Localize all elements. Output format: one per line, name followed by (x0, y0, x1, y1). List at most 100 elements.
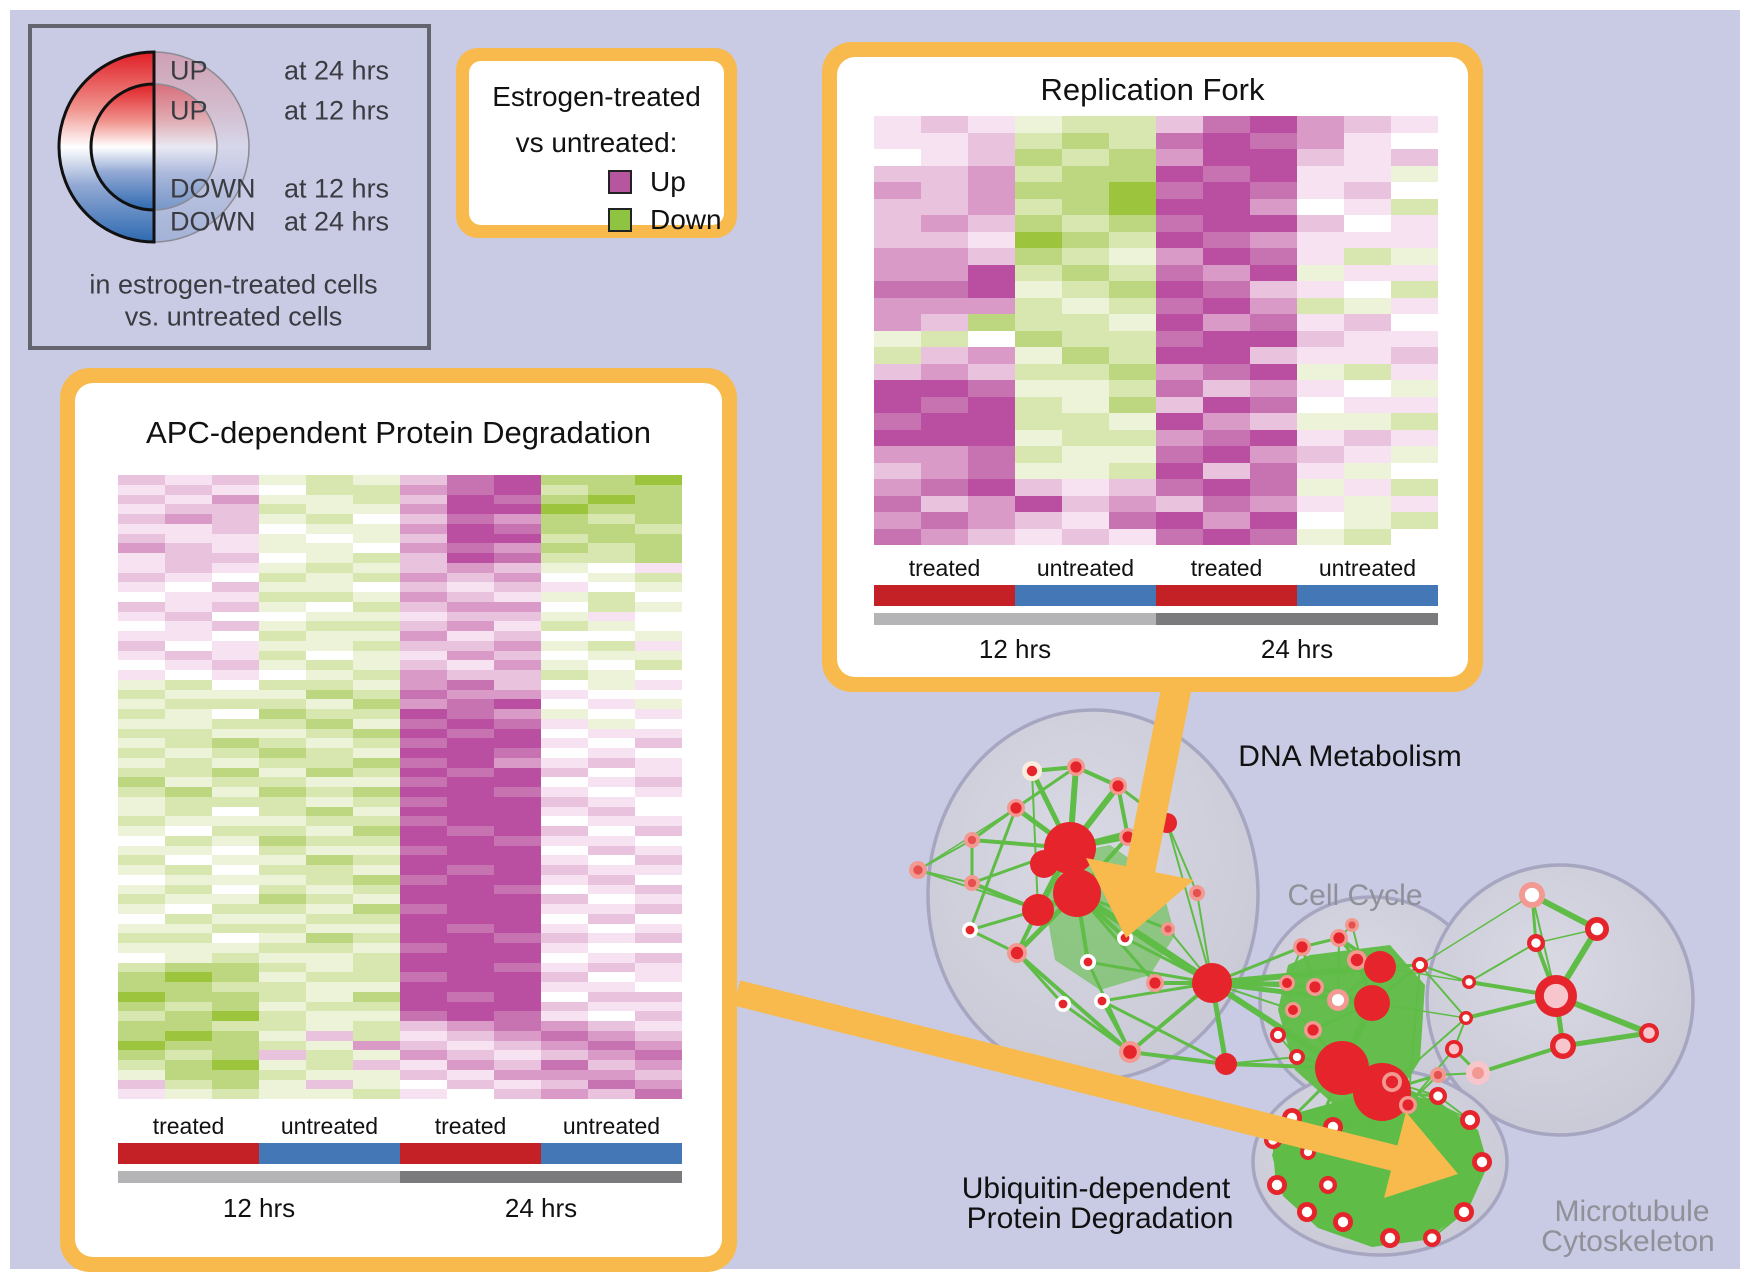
heatmap-cell (306, 660, 353, 670)
heatmap-cell (494, 670, 541, 680)
heatmap-cell (259, 1040, 306, 1051)
heatmap-cell (259, 816, 306, 826)
heatmap-cell (1391, 528, 1438, 545)
heatmap-cell (118, 845, 165, 856)
heatmap-cell (541, 611, 588, 622)
heatmap-cell (541, 621, 588, 631)
heatmap-cell (874, 297, 921, 314)
network-node-core (1385, 1075, 1399, 1089)
heatmap-cell (165, 777, 212, 787)
heatmap-cell (259, 943, 306, 953)
heatmap-cell (1391, 231, 1438, 248)
heatmap-cell (353, 611, 400, 622)
heatmap-cell (494, 845, 541, 856)
heatmap-cell (541, 592, 588, 602)
heatmap-cell (1156, 116, 1203, 133)
heatmap-cell (1297, 528, 1344, 545)
heatmap-cell (212, 796, 259, 807)
network-node-core (1402, 1099, 1414, 1111)
heatmap-cell (588, 972, 635, 982)
heatmap-cell (259, 504, 306, 514)
heatmap-cell (1203, 380, 1250, 397)
ring-scale-legend: UP at 24 hrs UP at 12 hrs DOWN at 12 hrs… (28, 24, 431, 350)
heatmap-cell (1203, 413, 1250, 430)
heatmap-cell (494, 689, 541, 700)
heatmap-cell (541, 738, 588, 748)
heatmap-cell (874, 264, 921, 281)
heatmap-cell (1156, 132, 1203, 149)
heatmap-cell (1109, 264, 1156, 281)
heatmap-cell (306, 904, 353, 914)
heatmap-cell (635, 865, 682, 875)
heatmap-cell (212, 1060, 259, 1070)
heatmap-cell (353, 533, 400, 544)
heatmap-cell (635, 952, 682, 963)
heatmap-cell (968, 281, 1015, 298)
heatmap-cell (1109, 512, 1156, 529)
heatmap-cell (968, 479, 1015, 496)
heatmap-cell (1344, 363, 1391, 380)
heatmap-cell (165, 504, 212, 514)
heatmap-cell (165, 865, 212, 875)
network-node-core (967, 878, 977, 888)
heatmap-cell (1250, 215, 1297, 232)
heatmap-cell (400, 933, 447, 943)
heatmap-cell (118, 904, 165, 914)
heatmap-cell (447, 650, 494, 661)
heatmap-cell (588, 1021, 635, 1031)
heatmap-cell (1297, 479, 1344, 496)
heatmap-cell (494, 1079, 541, 1090)
heatmap-cell (1297, 132, 1344, 149)
heatmap-cell (447, 1079, 494, 1090)
network-edge (1014, 765, 1078, 810)
heatmap-cell (541, 679, 588, 690)
heatmap-cell (588, 1060, 635, 1070)
heatmap-cell (165, 689, 212, 700)
heatmap-cell (259, 894, 306, 904)
heatmap-cell (306, 835, 353, 846)
heatmap-cell (921, 281, 968, 298)
heatmap-cell (165, 835, 212, 846)
heatmap-cell (1250, 396, 1297, 413)
heatmap-cell (541, 933, 588, 943)
heatmap-cell (400, 1011, 447, 1021)
heatmap-cell (541, 855, 588, 865)
heatmap-cell (494, 709, 541, 719)
up-color-swatch (608, 170, 632, 194)
heatmap-cell (353, 767, 400, 778)
heatmap-cell (118, 1060, 165, 1070)
heatmap-cell (588, 767, 635, 778)
heatmap-cell (541, 1079, 588, 1090)
heatmap-cell (353, 845, 400, 856)
heatmap-cell (588, 787, 635, 797)
heatmap-cell (1391, 264, 1438, 281)
heatmap-cell (212, 1021, 259, 1031)
heatmap-cell (165, 709, 212, 719)
heatmap-cell (259, 640, 306, 651)
heatmap-cell (400, 777, 447, 787)
heatmap-cell (541, 718, 588, 729)
heatmap-cell (306, 650, 353, 661)
heatmap-cell (874, 528, 921, 545)
network-node-core (1433, 1070, 1443, 1080)
heatmap-cell (259, 982, 306, 992)
heatmap-cell (541, 884, 588, 895)
heatmap-cell (306, 1001, 353, 1012)
group-label-untreated-24: untreated (1318, 555, 1417, 581)
heatmap-cell (165, 845, 212, 856)
heatmap-cell (353, 1060, 400, 1070)
untreated-bar (259, 1143, 400, 1164)
heatmap-cell (1250, 198, 1297, 215)
heatmap-cell (588, 475, 635, 485)
heatmap-cell (921, 396, 968, 413)
updown-legend-title-1: Estrogen-treated (492, 81, 701, 112)
heatmap-cell (635, 543, 682, 553)
heatmap-cell (400, 845, 447, 856)
network-node-core (1309, 981, 1321, 993)
heatmap-cell (306, 865, 353, 875)
replication-fork-panel: Replication Fork treated untreated treat… (822, 42, 1483, 692)
heatmap-cell (118, 592, 165, 602)
heatmap-cell (494, 835, 541, 846)
heatmap-cell (165, 1079, 212, 1090)
network-node-core (1524, 887, 1540, 903)
